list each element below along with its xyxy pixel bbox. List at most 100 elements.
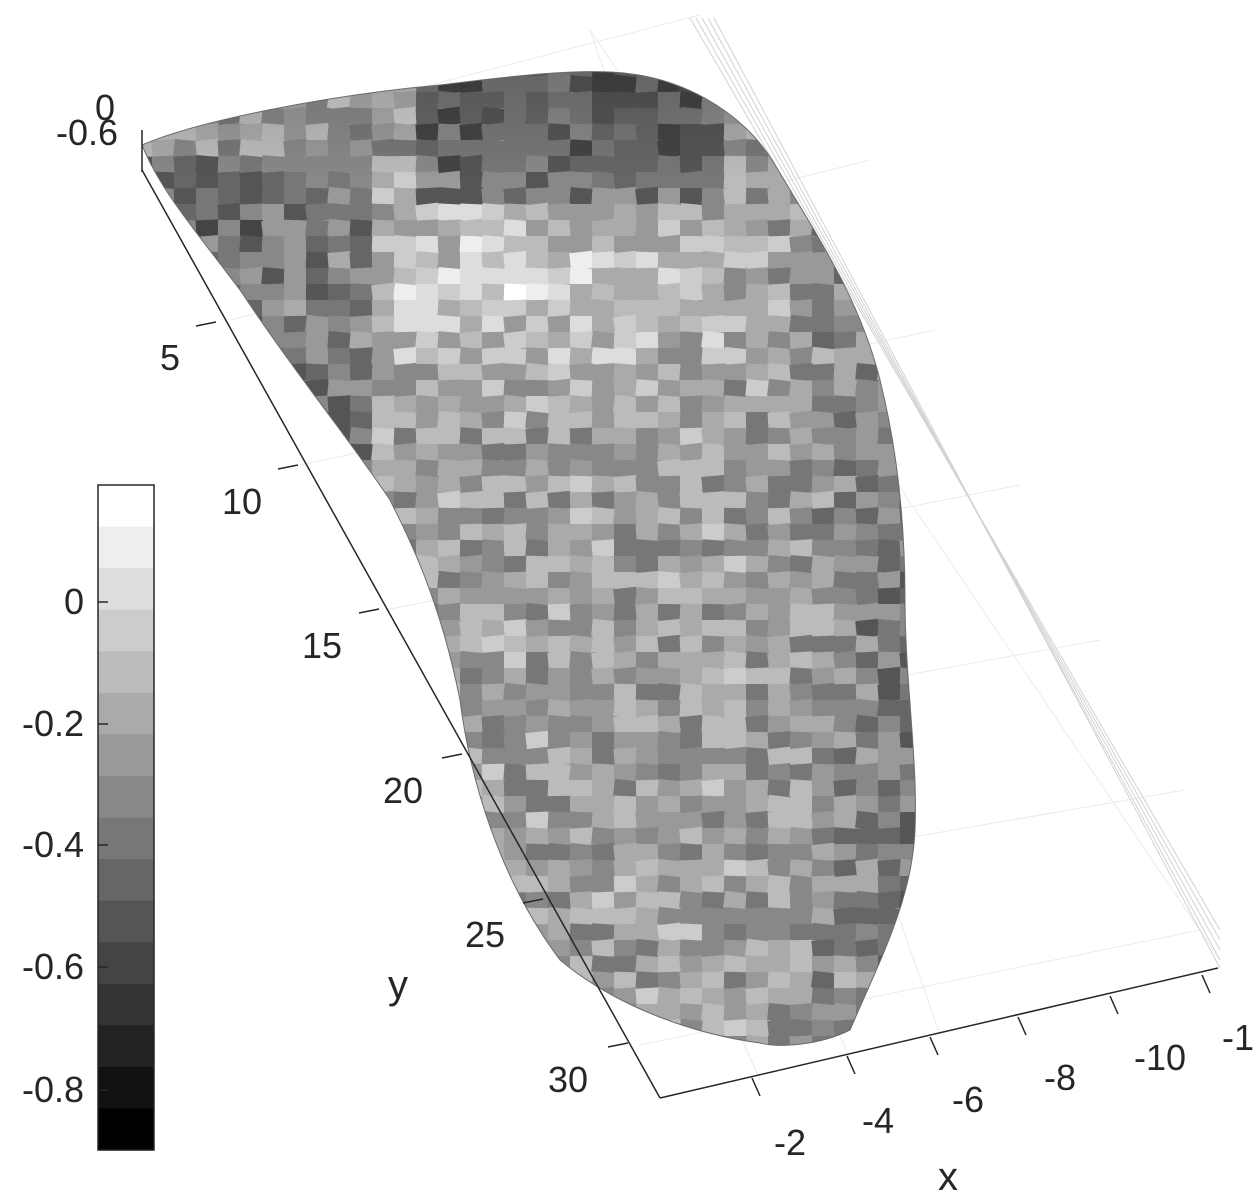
surface-facet — [833, 187, 858, 206]
surface-facet — [217, 1019, 242, 1038]
surface-facet — [173, 938, 198, 959]
surface-facet — [327, 539, 352, 558]
surface-facet — [261, 747, 286, 766]
surface-facet — [217, 1035, 242, 1046]
surface-facet — [745, 1051, 770, 1070]
surface-facet — [261, 506, 286, 527]
surface-facet — [547, 971, 572, 990]
surface-facet — [239, 586, 264, 606]
surface-facet — [349, 522, 374, 542]
surface-facet — [305, 779, 330, 798]
surface-facet — [151, 890, 176, 911]
surface-facet — [437, 843, 462, 862]
surface-facet — [142, 395, 154, 414]
surface-facet — [283, 1019, 308, 1038]
surface-facet — [142, 459, 154, 478]
surface-facet — [701, 1035, 726, 1046]
surface-facet — [415, 987, 440, 1006]
surface-facet — [899, 171, 916, 190]
surface-facet — [481, 1035, 506, 1046]
surface-facet — [679, 71, 704, 78]
y-axis-line — [141, 169, 661, 1099]
surface-facet — [195, 827, 220, 846]
surface-facet — [723, 1051, 747, 1069]
surface-facet — [195, 75, 220, 95]
surface-facet — [327, 795, 352, 814]
surface-facet — [833, 218, 858, 239]
surface-facet — [327, 571, 352, 590]
surface-facet — [833, 122, 858, 143]
surface-facet — [327, 923, 352, 942]
surface-facet — [415, 858, 440, 879]
surface-facet — [305, 715, 330, 735]
surface-facet — [349, 891, 374, 910]
surface-facet — [833, 235, 858, 254]
surface-facet — [459, 955, 484, 974]
surface-facet — [437, 1019, 462, 1038]
surface-facet — [349, 1035, 374, 1046]
surface-facet — [217, 907, 242, 926]
surface-facet — [173, 827, 198, 846]
surface-facet — [393, 1051, 417, 1069]
surface-facet — [142, 75, 154, 94]
surface-facet — [195, 650, 220, 670]
surface-facet — [371, 506, 396, 527]
surface-facet — [173, 586, 198, 607]
surface-facet — [899, 107, 916, 126]
surface-facet — [393, 923, 418, 942]
surface-facet — [283, 71, 308, 78]
surface-facet — [437, 971, 462, 990]
surface-facet — [151, 939, 176, 958]
surface-outline — [141, 71, 916, 1046]
surface-facet — [922, 604, 945, 621]
surface-facet — [569, 1019, 594, 1038]
surface-facet — [922, 988, 945, 1005]
surface-facet — [438, 1052, 461, 1070]
surface-facet — [261, 683, 286, 702]
surface-facet — [283, 506, 308, 527]
surface-facet — [877, 155, 902, 174]
surface-facet — [459, 971, 484, 990]
surface-facet — [151, 1035, 176, 1046]
surface-facet — [173, 107, 198, 126]
surface-facet — [142, 299, 154, 318]
surface-facet — [151, 379, 176, 398]
surface-facet — [305, 907, 330, 926]
surface-facet — [855, 71, 880, 78]
surface-facet — [459, 891, 484, 910]
surface-facet — [151, 827, 176, 846]
surface-facet — [217, 715, 242, 734]
surface-facet — [195, 811, 220, 830]
surface-facet — [921, 395, 945, 414]
surface-facet — [217, 923, 242, 943]
surface-facet — [173, 507, 198, 526]
surface-facet — [415, 970, 440, 991]
surface-facet — [437, 955, 462, 974]
surface-facet — [327, 730, 352, 751]
surface-facet — [283, 811, 308, 830]
surface-facet — [142, 379, 154, 398]
surface-facet — [459, 1019, 484, 1038]
colorbar-band — [98, 1108, 154, 1151]
surface-facet — [195, 699, 220, 718]
surface-facet — [195, 683, 220, 702]
surface-facet — [195, 331, 220, 350]
surface-facet — [239, 683, 264, 702]
surface-facet — [701, 75, 726, 94]
surface-facet — [459, 827, 484, 846]
surface-facet — [239, 907, 264, 926]
surface-facet — [921, 155, 946, 174]
surface-facet — [481, 955, 506, 974]
surface-facet — [217, 602, 242, 623]
surface-facet — [437, 939, 462, 958]
surface-facet — [855, 1051, 880, 1071]
surface-facet — [811, 187, 836, 206]
surface-facet — [327, 827, 352, 846]
surface-facet — [899, 187, 916, 207]
surface-facet — [503, 1051, 528, 1070]
surface-facet — [349, 987, 374, 1006]
surface-facet — [415, 955, 440, 974]
surface-facet — [922, 732, 945, 749]
surface-facet — [173, 954, 198, 975]
surface-facet — [899, 123, 916, 142]
